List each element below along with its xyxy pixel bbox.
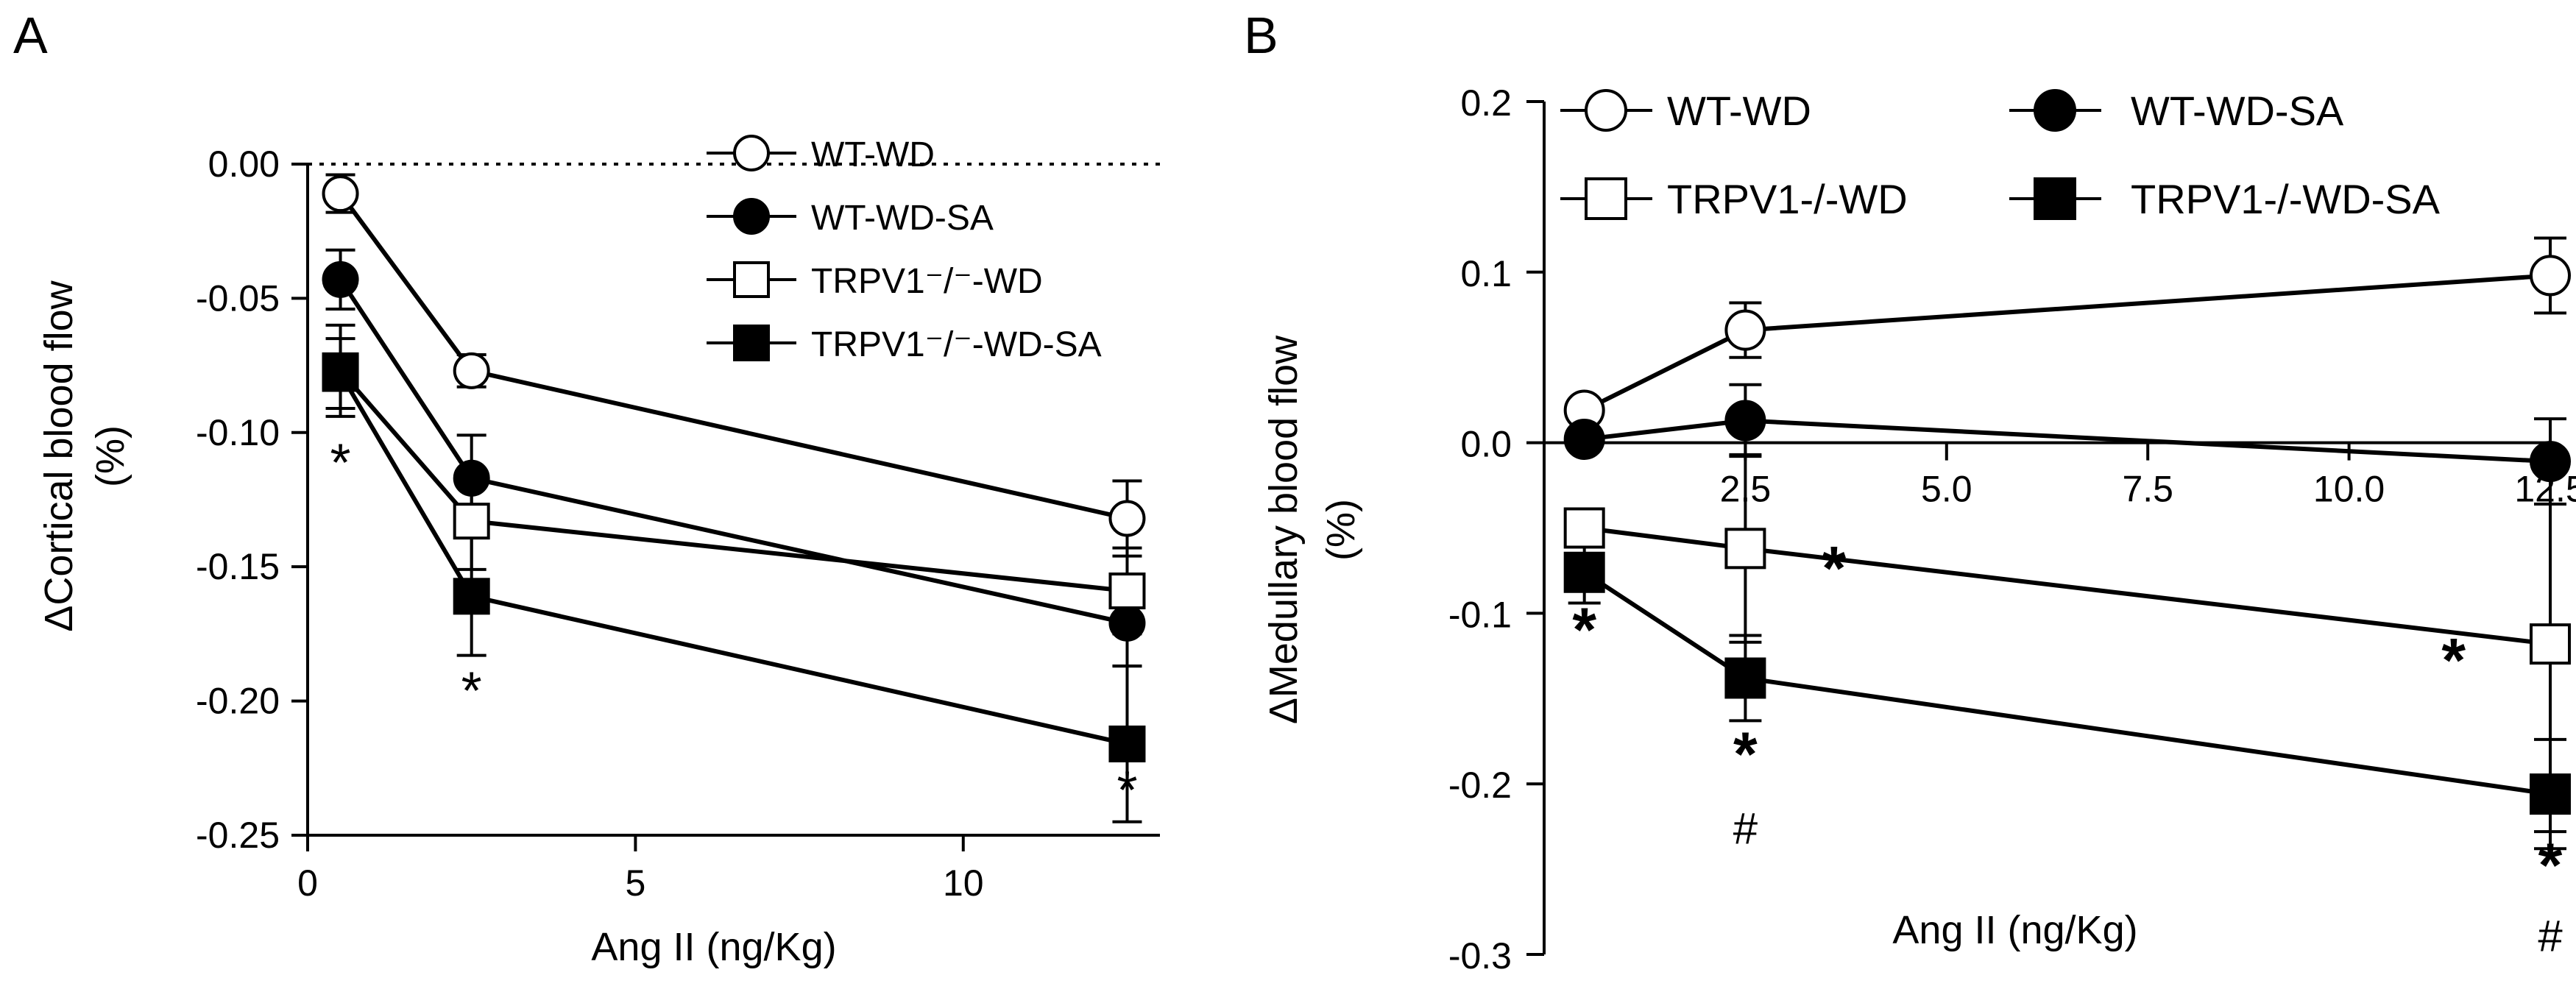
- significance-marker-2: *: [1733, 720, 1758, 789]
- y-tick-label: -0.05: [196, 277, 280, 319]
- x-tick-label: 5.0: [1921, 469, 1972, 510]
- legend-label-1: WT-WD-SA: [2131, 88, 2344, 134]
- legend-label-3: TRPV1⁻/⁻-WD-SA: [811, 325, 1102, 364]
- data-point-0-2: [1108, 500, 1146, 537]
- x-tick-label: 0: [297, 862, 318, 904]
- data-point-2-1: [453, 503, 490, 540]
- y-tick-label: -0.3: [1448, 935, 1512, 977]
- significance-marker-6: #: [2538, 911, 2563, 960]
- legend-marker-3: [733, 325, 770, 361]
- legend-marker-2: [733, 261, 770, 298]
- y-axis-title-unit: (%): [88, 425, 132, 487]
- significance-marker-2: *: [1117, 762, 1137, 821]
- data-point-2-2: [1108, 573, 1146, 610]
- x-axis-title: Ang II (ng/Kg): [591, 925, 836, 969]
- panel-b: B0.20.10.0-0.1-0.2-0.32.5 5.0 7.5 10.0 12.5A…: [1244, 7, 2576, 977]
- data-point-1-0: [322, 261, 359, 298]
- data-point-1-1: [453, 459, 490, 497]
- legend-marker-2: [1585, 177, 1627, 220]
- legend-marker-0: [1585, 89, 1627, 132]
- x-tick-label: 5: [625, 862, 645, 904]
- data-point-0-2: [2530, 255, 2571, 297]
- legend-label-3: TRPV1-/-WD-SA: [2131, 176, 2441, 222]
- x-tick-label: 10.0: [2313, 469, 2385, 510]
- data-point-3-2: [1108, 725, 1146, 762]
- y-tick-label: 0.0: [1460, 424, 1512, 465]
- data-point-1-2: [2530, 441, 2571, 483]
- y-axis-title: ΔMedullary blood flow: [1262, 335, 1306, 724]
- data-point-2-0: [1563, 507, 1605, 549]
- y-tick-label: -0.20: [196, 681, 280, 722]
- significance-marker-1: *: [461, 662, 482, 721]
- data-point-1-2: [1108, 604, 1146, 642]
- significance-marker-5: *: [2538, 830, 2563, 899]
- y-tick-label: -0.1: [1448, 594, 1512, 635]
- y-tick-label: 0.00: [208, 143, 280, 185]
- y-axis-title-unit: (%): [1319, 499, 1363, 561]
- y-tick-label: 0.2: [1460, 82, 1512, 124]
- data-point-2-1: [1724, 528, 1766, 570]
- data-point-3-1: [1724, 657, 1766, 699]
- data-point-0-1: [1724, 309, 1766, 351]
- legend-label-2: TRPV1-/-WD: [1667, 176, 1908, 222]
- legend-marker-3: [2034, 177, 2076, 220]
- legend-label-1: WT-WD-SA: [811, 199, 994, 238]
- y-tick-label: -0.2: [1448, 765, 1512, 806]
- y-tick-label: -0.25: [196, 815, 280, 856]
- significance-marker-0: *: [1572, 595, 1596, 664]
- x-axis-title: Ang II (ng/Kg): [1892, 908, 2137, 952]
- y-tick-label: -0.10: [196, 412, 280, 453]
- significance-marker-1: *: [1822, 534, 1846, 603]
- y-tick-label: -0.15: [196, 546, 280, 587]
- x-tick-label: 10: [943, 862, 984, 904]
- x-tick-label: 7.5: [2122, 469, 2173, 510]
- legend-label-2: TRPV1⁻/⁻-WD: [811, 262, 1043, 301]
- significance-marker-0: *: [330, 433, 351, 492]
- data-point-3-0: [322, 355, 359, 392]
- significance-marker-3: #: [1733, 804, 1758, 853]
- data-point-0-1: [453, 352, 490, 389]
- data-point-1-0: [1563, 418, 1605, 460]
- y-axis-title: ΔCortical blood flow: [37, 280, 81, 631]
- legend-marker-0: [733, 135, 770, 171]
- y-tick-label: 0.1: [1460, 253, 1512, 294]
- data-point-0-0: [322, 175, 359, 213]
- legend-label-0: WT-WD: [1667, 88, 1811, 134]
- legend-label-0: WT-WD: [811, 135, 935, 174]
- data-point-3-2: [2530, 773, 2571, 815]
- legend-marker-1: [2034, 89, 2076, 132]
- data-point-3-0: [1563, 551, 1605, 593]
- panel-a: A 0.00 -0.05 -0.10 -0.15 -0.20 -0.25 0 5 10 Ang II…: [13, 7, 1160, 969]
- legend-marker-1: [733, 198, 770, 235]
- significance-marker-4: *: [2441, 625, 2466, 695]
- data-point-1-1: [1724, 400, 1766, 442]
- data-point-2-2: [2530, 623, 2571, 665]
- data-point-3-1: [453, 578, 490, 615]
- panel-b-label: B: [1244, 7, 1278, 64]
- panel-a-label: A: [13, 7, 48, 64]
